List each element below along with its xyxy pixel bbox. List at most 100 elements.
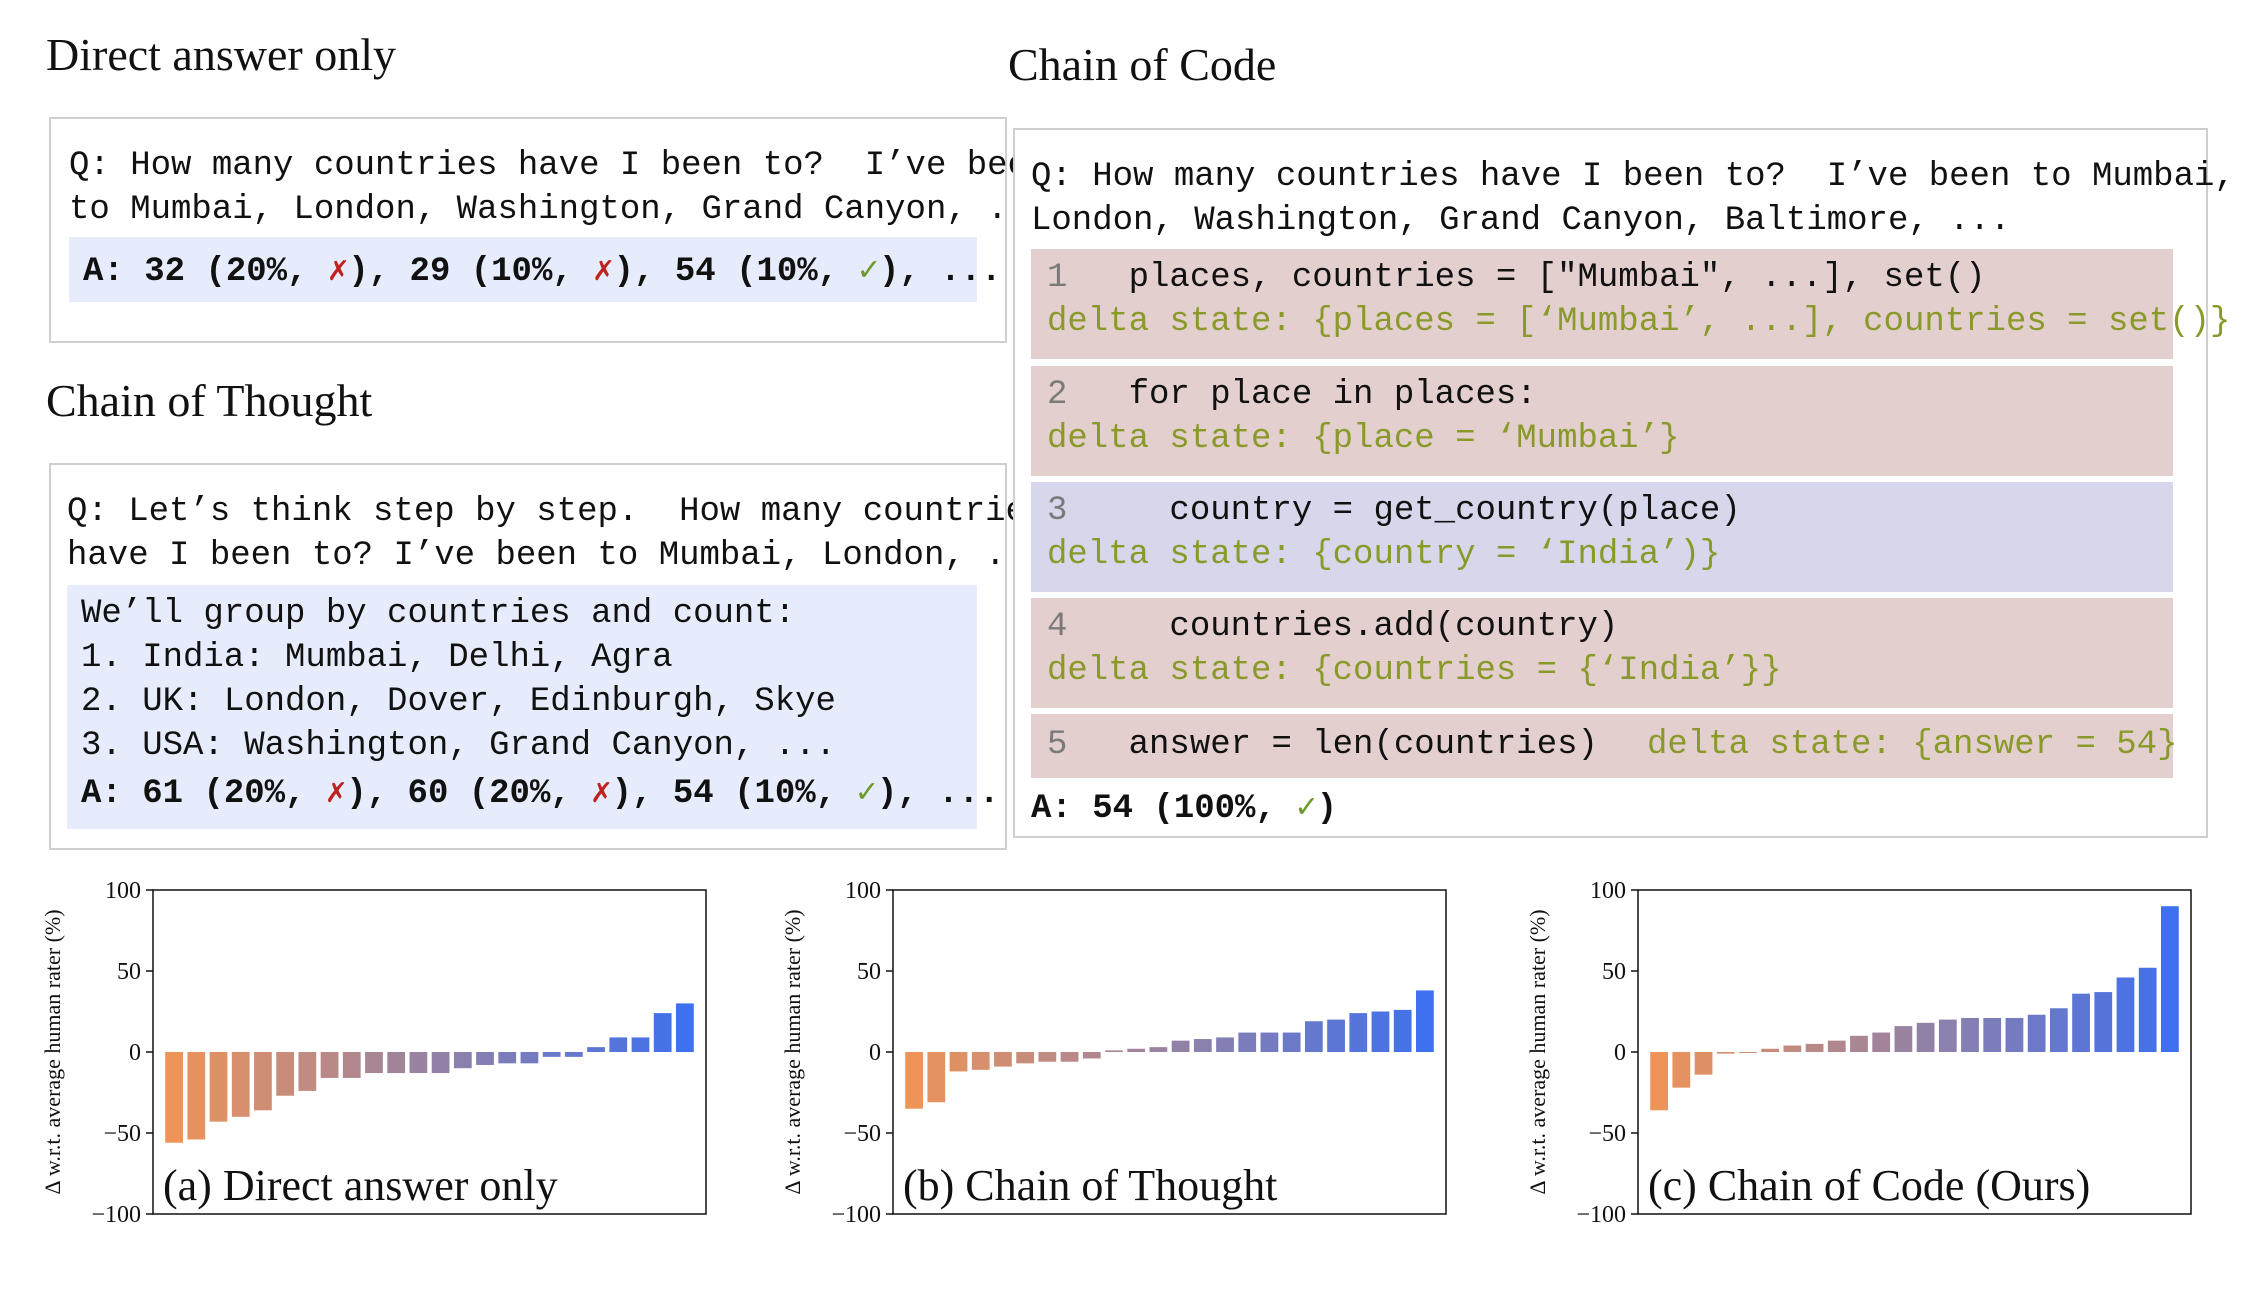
y-tick-label: −100 — [831, 1202, 881, 1228]
delta-state-3: delta state: {country = ‘India’)} — [1047, 536, 1721, 574]
bar — [1694, 1052, 1713, 1075]
coc-panel: Q: How many countries have I been to? I’… — [1013, 128, 2235, 838]
bar — [1149, 1047, 1168, 1052]
cross-icon: ✗ — [327, 253, 349, 291]
bar — [994, 1052, 1012, 1067]
cot-question-line-1: Q: Let’s think step by step. How many co… — [67, 493, 1047, 531]
check-icon: ✓ — [856, 775, 877, 813]
code-line-3: 3 country = get_country(place) — [1047, 492, 1741, 530]
y-tick-label: −100 — [91, 1202, 141, 1228]
bar — [1304, 1021, 1323, 1052]
chart-title: (a) Direct answer only — [163, 1161, 558, 1210]
code-line-5: 5 answer = len(countries) — [1047, 726, 1598, 764]
bar — [587, 1047, 605, 1052]
y-axis-label: Δ w.r.t. average human rater (%) — [1525, 909, 1550, 1194]
bar — [542, 1052, 561, 1057]
y-tick-label: −100 — [1576, 1202, 1626, 1228]
coc-step-4: 4 countries.add(country) delta state: {c… — [1031, 598, 2173, 708]
bar — [2138, 967, 2157, 1052]
y-tick-label: −50 — [103, 1121, 141, 1147]
coc-step-3: 3 country = get_country(place) delta sta… — [1031, 482, 2173, 592]
bar — [1105, 1050, 1123, 1052]
bar — [520, 1052, 539, 1064]
code-line-2: 2 for place in places: — [1047, 376, 1537, 414]
coc-step-1: 1 places, countries = ["Mumbai", ...], s… — [1031, 249, 2230, 359]
y-tick-label: −50 — [1588, 1121, 1626, 1147]
delta-state-1: delta state: {places = [‘Mumbai’, ...], … — [1047, 303, 2231, 341]
bar — [254, 1052, 272, 1111]
chart-cot: 100 50 0 −50 −100 Δ w.r.t. average human rate… — [780, 874, 1480, 1274]
bar — [971, 1052, 990, 1070]
bar — [949, 1052, 968, 1072]
bar — [2027, 1014, 2046, 1052]
coc-question-line-2: London, Washington, Grand Canyon, Baltim… — [1031, 202, 2011, 240]
coc-heading: Chain of Code — [1008, 39, 1277, 90]
bar — [631, 1037, 650, 1052]
bar — [498, 1052, 517, 1064]
bar — [609, 1037, 628, 1052]
bar — [409, 1052, 428, 1074]
bar — [1260, 1032, 1279, 1052]
check-icon: ✓ — [1296, 790, 1317, 828]
bar — [1672, 1052, 1691, 1088]
bar — [453, 1052, 472, 1069]
y-tick-label: 100 — [1590, 878, 1626, 904]
bar — [2049, 1008, 2068, 1052]
cross-icon: ✗ — [593, 253, 614, 291]
y-axis-label: Δ w.r.t. average human rater (%) — [780, 909, 805, 1194]
coc-question-line-1: Q: How many countries have I been to? I’… — [1031, 158, 2235, 196]
direct-answer: A: 32 (20%, ✗), 29 (10%, ✗), 54 (10%, ✓)… — [83, 253, 1002, 291]
cot-reasoning-line: 2. UK: London, Dover, Edinburgh, Skye — [81, 683, 836, 721]
bar — [1783, 1045, 1802, 1052]
bar — [1082, 1052, 1101, 1059]
cot-panel: Q: Let’s think step by step. How many co… — [49, 463, 1046, 850]
code-line-1: 1 places, countries = ["Mumbai", ...], s… — [1047, 259, 1986, 297]
bar — [2161, 906, 2179, 1052]
bar — [1739, 1052, 1757, 1053]
bar — [365, 1052, 383, 1074]
cot-reasoning-line: 3. USA: Washington, Grand Canyon, ... — [81, 727, 836, 765]
cot-question-line-2: have I been to? I’ve been to Mumbai, Lon… — [67, 537, 1047, 575]
chart-title: (b) Chain of Thought — [903, 1161, 1277, 1210]
bar — [1349, 1013, 1368, 1052]
bar — [653, 1013, 672, 1052]
bar — [1850, 1035, 1868, 1052]
bar — [1916, 1022, 1935, 1052]
y-tick-label: 0 — [1614, 1040, 1626, 1066]
direct-answer-box: A: 32 (20%, ✗), 29 (10%, ✗), 54 (10%, ✓)… — [69, 237, 1001, 302]
bar — [431, 1052, 450, 1074]
y-tick-label: 0 — [869, 1040, 881, 1066]
cot-heading: Chain of Thought — [46, 375, 373, 426]
line-number: 5 — [1047, 726, 1068, 764]
bar — [1038, 1052, 1057, 1062]
delta-state-2: delta state: {place = ‘Mumbai’} — [1047, 420, 1680, 458]
bar — [564, 1052, 583, 1057]
bar — [1872, 1032, 1891, 1052]
y-tick-label: −50 — [843, 1121, 881, 1147]
bar — [676, 1003, 694, 1052]
bar — [1282, 1032, 1301, 1052]
bar — [1127, 1048, 1146, 1052]
delta-state-5: delta state: {answer = 54} — [1647, 726, 2178, 764]
bar — [1216, 1037, 1234, 1052]
cot-reasoning-line: We’ll group by countries and count: — [81, 595, 796, 633]
y-axis-label: Δ w.r.t. average human rater (%) — [40, 909, 65, 1194]
cross-icon: ✗ — [591, 775, 612, 813]
bar — [1238, 1032, 1257, 1052]
bar — [1171, 1040, 1190, 1052]
coc-step-2: 2 for place in places: delta state: {pla… — [1031, 366, 2173, 476]
bar — [298, 1052, 317, 1091]
y-tick-label: 50 — [1602, 959, 1626, 985]
chart-coc: 100 50 0 −50 −100 Δ w.r.t. average human rate… — [1525, 874, 2225, 1274]
bar — [1393, 1009, 1412, 1052]
bar — [387, 1052, 406, 1074]
bar — [1016, 1052, 1035, 1064]
bar — [2005, 1017, 2024, 1052]
bar — [1327, 1019, 1345, 1052]
bar — [1983, 1017, 2002, 1052]
coc-answer: A: 54 (100%, ✓) — [1031, 790, 1338, 828]
bar — [209, 1052, 228, 1122]
bar — [2116, 977, 2135, 1052]
y-tick-label: 0 — [129, 1040, 141, 1066]
direct-heading: Direct answer only — [46, 29, 396, 80]
